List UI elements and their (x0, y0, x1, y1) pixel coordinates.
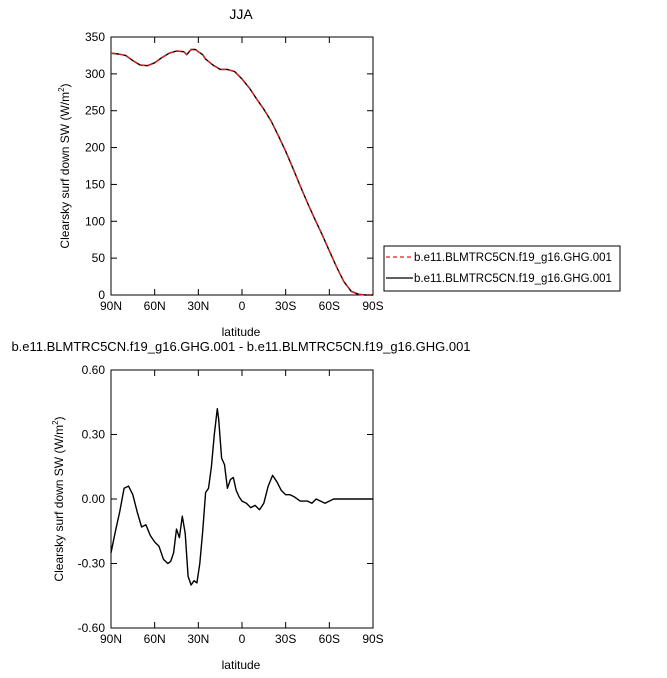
top-x-tick-label: 60S (319, 299, 340, 313)
top-axes: 90N 60N 30N 0 30S 60S 90S 0 50 100 150 200 250 300 350 (85, 30, 384, 313)
bottom-y-tick-label: 0.30 (82, 428, 106, 442)
top-y-tick-label: 50 (92, 251, 106, 265)
top-x-tick-label: 30N (187, 299, 209, 313)
bottom-y-axis-label-end: ) (52, 416, 66, 420)
bottom-x-axis-label: latitude (222, 658, 261, 672)
bottom-x-tick-label: 30S (275, 632, 296, 646)
top-y-tick-label: 250 (85, 104, 105, 118)
bottom-y-axis-label: Clearsky surf down SW (W/m2) (51, 416, 66, 581)
top-series-group (110, 48, 373, 296)
top-x-tick-label: 30S (275, 299, 296, 313)
top-y-tick-label: 150 (85, 177, 105, 191)
bottom-x-tick-label: 0 (239, 632, 246, 646)
bottom-axes: 90N 60N 30N 0 30S 60S 90S -0.60 -0.30 0.00 0.30 0.6… (78, 363, 384, 646)
top-x-tick-label: 60N (144, 299, 166, 313)
bottom-y-tick-label: -0.60 (78, 621, 106, 635)
top-y-tick-label: 0 (98, 288, 105, 302)
top-y-axis-label-main: Clearsky surf down SW (W/m (58, 92, 72, 249)
bottom-chart-title: b.e11.BLMTRC5CN.f19_g16.GHG.001 - b.e11.… (11, 339, 470, 354)
top-series-line-1 (110, 48, 373, 296)
bottom-y-axis-label-sup: 2 (51, 420, 60, 425)
top-y-axis-label: Clearsky surf down SW (W/m2) (57, 83, 72, 248)
top-plot-frame (110, 36, 374, 296)
bottom-x-tick-label: 60N (144, 632, 166, 646)
bottom-x-tick-label: 90N (100, 632, 122, 646)
top-y-axis-label-sup: 2 (57, 87, 66, 92)
bottom-x-tick-label: 90S (362, 632, 383, 646)
legend-label-2: b.e11.BLMTRC5CN.f19_g16.GHG.001 (414, 273, 612, 285)
top-x-axis-label: latitude (222, 325, 261, 339)
top-x-tick-label: 0 (239, 299, 246, 313)
legend-label-1: b.e11.BLMTRC5CN.f19_g16.GHG.001 (414, 252, 612, 264)
bottom-panel: b.e11.BLMTRC5CN.f19_g16.GHG.001 - b.e11.… (11, 339, 470, 672)
top-series-line-2 (110, 48, 373, 296)
bottom-y-axis-label-main: Clearsky surf down SW (W/m (52, 425, 66, 582)
bottom-x-tick-label: 60S (319, 632, 340, 646)
bottom-y-tick-label: 0.00 (82, 492, 106, 506)
top-x-tick-label: 90S (362, 299, 383, 313)
top-y-tick-label: 350 (85, 30, 105, 44)
top-y-tick-label: 300 (85, 67, 105, 81)
legend-box (383, 245, 621, 292)
top-x-tick-label: 90N (100, 299, 122, 313)
bottom-y-tick-label: -0.30 (78, 557, 106, 571)
bottom-x-tick-label: 30N (187, 632, 209, 646)
bottom-y-tick-label: 0.60 (82, 363, 106, 377)
top-y-axis-label-end: ) (58, 83, 72, 87)
top-panel: JJA 90N 60N 30N 0 30S 60S 90S 0 50 100 150 200 250 30… (57, 6, 621, 339)
bottom-series-group (110, 408, 373, 586)
bottom-series-line-1 (110, 408, 373, 586)
top-y-tick-label: 200 (85, 141, 105, 155)
legend: b.e11.BLMTRC5CN.f19_g16.GHG.001 b.e11.BL… (383, 245, 621, 292)
top-chart-title: JJA (229, 6, 253, 22)
top-y-tick-label: 100 (85, 214, 105, 228)
